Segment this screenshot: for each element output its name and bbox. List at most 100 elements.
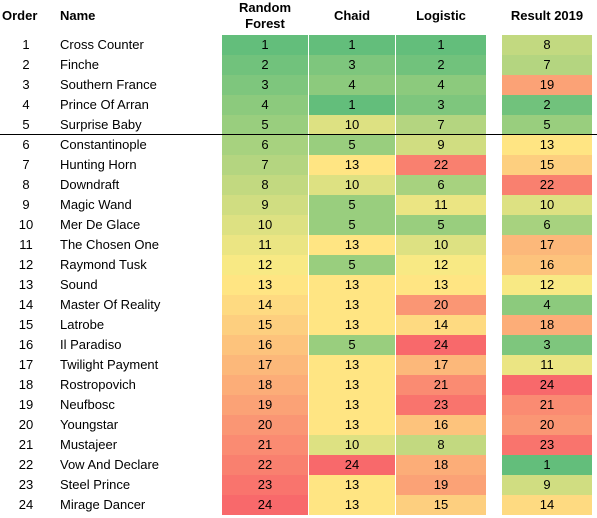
order-cell: 7 <box>22 157 30 172</box>
order-cell: 22 <box>18 457 34 472</box>
random-forest-cell: 9 <box>222 195 308 215</box>
chaid-cell: 24 <box>309 455 395 475</box>
logistic-cell: 10 <box>396 235 486 255</box>
logistic-cell: 12 <box>396 255 486 275</box>
horse-name-cell: Sound <box>60 277 98 292</box>
horse-name-cell: Mer De Glace <box>60 217 141 232</box>
random-forest-cell: 1 <box>222 35 308 55</box>
chaid-cell: 13 <box>309 155 395 175</box>
logistic-cell: 15 <box>396 495 486 515</box>
result-2019-cell: 16 <box>502 255 592 275</box>
random-forest-cell: 18 <box>222 375 308 395</box>
result-2019-cell: 6 <box>502 215 592 235</box>
order-cell: 11 <box>19 237 33 252</box>
random-forest-cell: 12 <box>222 255 308 275</box>
horse-name-cell: Mustajeer <box>60 437 118 452</box>
horse-name-cell: Master Of Reality <box>60 297 161 312</box>
logistic-cell: 7 <box>396 115 486 135</box>
horse-name-cell: Mirage Dancer <box>60 497 146 512</box>
horse-name-cell: Constantinople <box>60 137 147 152</box>
chaid-cell: 13 <box>309 395 395 415</box>
logistic-cell: 13 <box>396 275 486 295</box>
horse-name-cell: Neufbosc <box>60 397 115 412</box>
horse-name-cell: Raymond Tusk <box>60 257 147 272</box>
result-2019-cell: 1 <box>502 455 592 475</box>
order-cell: 19 <box>18 397 34 412</box>
order-cell: 15 <box>18 317 34 332</box>
order-cell: 14 <box>18 297 34 312</box>
logistic-cell: 9 <box>396 135 486 155</box>
random-forest-cell: 14 <box>222 295 308 315</box>
logistic-cell: 19 <box>396 475 486 495</box>
result-2019-cell: 11 <box>502 355 592 375</box>
random-forest-cell: 15 <box>222 315 308 335</box>
result-2019-cell: 18 <box>502 315 592 335</box>
random-forest-cell: 21 <box>222 435 308 455</box>
result-2019-cell: 3 <box>502 335 592 355</box>
chaid-cell: 5 <box>309 215 395 235</box>
order-cell: 6 <box>22 137 30 152</box>
chaid-cell: 10 <box>309 435 395 455</box>
random-forest-cell: 6 <box>222 135 308 155</box>
logistic-cell: 18 <box>396 455 486 475</box>
horse-name-cell: Steel Prince <box>60 477 131 492</box>
chaid-cell: 1 <box>309 35 395 55</box>
logistic-cell: 5 <box>396 215 486 235</box>
logistic-cell: 20 <box>396 295 486 315</box>
chaid-cell: 13 <box>309 315 395 335</box>
chaid-cell: 13 <box>309 475 395 495</box>
horse-name-cell: Magic Wand <box>60 197 132 212</box>
result-2019-cell: 15 <box>502 155 592 175</box>
result-2019-cell: 17 <box>502 235 592 255</box>
result-2019-cell: 9 <box>502 475 592 495</box>
chaid-cell: 13 <box>309 235 395 255</box>
chaid-cell: 10 <box>309 175 395 195</box>
horse-name-cell: Prince Of Arran <box>60 97 149 112</box>
order-cell: 3 <box>22 77 30 92</box>
chaid-cell: 13 <box>309 375 395 395</box>
chaid-cell: 13 <box>309 355 395 375</box>
order-cell: 10 <box>18 217 34 232</box>
random-forest-cell: 19 <box>222 395 308 415</box>
random-forest-cell: 24 <box>222 495 308 515</box>
random-forest-cell: 22 <box>222 455 308 475</box>
result-2019-cell: 8 <box>502 35 592 55</box>
result-2019-cell: 10 <box>502 195 592 215</box>
chaid-cell: 5 <box>309 135 395 155</box>
horse-name-cell: The Chosen One <box>60 237 160 252</box>
logistic-cell: 23 <box>396 395 486 415</box>
random-forest-cell: 11 <box>222 235 308 255</box>
chaid-cell: 5 <box>309 255 395 275</box>
random-forest-cell: 3 <box>222 75 308 95</box>
order-cell: 17 <box>18 357 34 372</box>
logistic-cell: 17 <box>396 355 486 375</box>
random-forest-cell: 23 <box>222 475 308 495</box>
horse-name-cell: Il Paradiso <box>60 337 122 352</box>
random-forest-cell: 2 <box>222 55 308 75</box>
header-order: Order <box>2 8 38 23</box>
header-result-2019: Result 2019 <box>510 8 584 23</box>
result-2019-cell: 19 <box>502 75 592 95</box>
random-forest-cell: 17 <box>222 355 308 375</box>
logistic-cell: 2 <box>396 55 486 75</box>
chaid-cell: 5 <box>309 195 395 215</box>
random-forest-cell: 10 <box>222 215 308 235</box>
divider-line <box>0 134 597 135</box>
order-cell: 23 <box>18 477 34 492</box>
horse-name-cell: Finche <box>60 57 100 72</box>
result-2019-cell: 14 <box>502 495 592 515</box>
header-name: Name <box>60 8 96 23</box>
horse-name-cell: Surprise Baby <box>60 117 142 132</box>
order-cell: 5 <box>22 117 30 132</box>
chaid-cell: 5 <box>309 335 395 355</box>
chaid-cell: 13 <box>309 295 395 315</box>
random-forest-cell: 16 <box>222 335 308 355</box>
order-cell: 12 <box>18 257 34 272</box>
order-cell: 13 <box>18 277 34 292</box>
result-2019-cell: 24 <box>502 375 592 395</box>
horse-name-cell: Twilight Payment <box>60 357 159 372</box>
result-2019-cell: 21 <box>502 395 592 415</box>
result-2019-cell: 13 <box>502 135 592 155</box>
order-cell: 21 <box>18 437 34 452</box>
